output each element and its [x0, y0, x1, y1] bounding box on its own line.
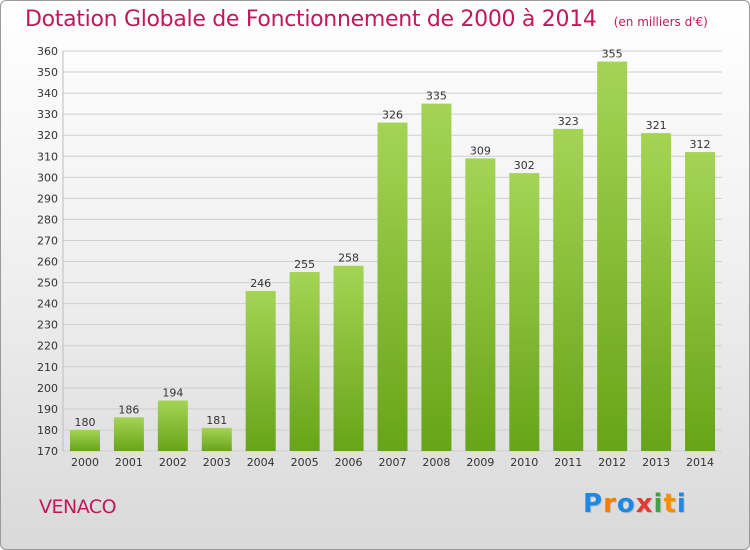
y-tick-label: 350 — [37, 66, 58, 79]
logo-letter: o — [616, 489, 636, 519]
y-tick-label: 210 — [37, 361, 58, 374]
value-label: 181 — [206, 414, 227, 427]
title-row: Dotation Globale de Fonctionnement de 20… — [25, 7, 708, 32]
value-label: 309 — [470, 144, 491, 157]
bar-2004 — [245, 291, 276, 451]
x-tick-label: 2011 — [554, 456, 582, 469]
logo-letter: i — [676, 489, 687, 519]
bar-2002 — [157, 400, 188, 451]
y-tick-label: 320 — [37, 129, 58, 142]
chart-title: Dotation Globale de Fonctionnement de 20… — [25, 7, 597, 32]
x-tick-label: 2009 — [466, 456, 494, 469]
bars — [69, 61, 716, 452]
chart-subtitle: (en milliers d'€) — [613, 15, 708, 29]
bar-2009 — [465, 158, 496, 452]
x-tick-label: 2006 — [335, 456, 363, 469]
y-tick-label: 180 — [37, 424, 58, 437]
value-label: 323 — [558, 115, 579, 128]
y-tick-label: 310 — [37, 150, 58, 163]
bar-2003 — [201, 427, 232, 451]
y-tick-label: 240 — [37, 298, 58, 311]
x-tick-label: 2002 — [159, 456, 187, 469]
bar-2010 — [509, 173, 540, 451]
value-labels: 180 186 194 181 246 255 258 326 335 309 302 323 355 3… — [74, 48, 710, 429]
proxiti-logo[interactable]: Proxiti — [583, 489, 687, 519]
value-label: 186 — [118, 403, 139, 416]
y-tick-label: 170 — [37, 445, 58, 458]
bar-2012 — [597, 61, 628, 452]
bar-2014 — [685, 152, 716, 452]
logo-letter: t — [663, 489, 677, 519]
x-tick-label: 2003 — [203, 456, 231, 469]
y-tick-label: 200 — [37, 382, 58, 395]
x-tick-label: 2004 — [247, 456, 275, 469]
value-label: 258 — [338, 252, 359, 265]
bar-2005 — [289, 272, 320, 451]
logo-letter: P — [583, 489, 604, 519]
x-tick-label: 2012 — [598, 456, 626, 469]
y-tick-label: 260 — [37, 256, 58, 269]
value-label: 246 — [250, 277, 271, 290]
value-label: 194 — [162, 386, 183, 399]
y-tick-label: 230 — [37, 319, 58, 332]
logo-letter: i — [653, 489, 664, 519]
x-tick-label: 2008 — [422, 456, 450, 469]
x-tick-label: 2005 — [291, 456, 319, 469]
value-label: 321 — [646, 119, 667, 132]
value-label: 355 — [602, 48, 623, 61]
y-tick-label: 280 — [37, 213, 58, 226]
value-label: 255 — [294, 258, 315, 271]
x-tick-label: 2007 — [379, 456, 407, 469]
x-axis-ticks: 2000 2001 2002 2003 2004 2005 2006 2007 2008 2009… — [71, 456, 714, 469]
bar-2008 — [421, 103, 452, 451]
y-tick-label: 250 — [37, 277, 58, 290]
logo-letter: x — [635, 489, 654, 519]
value-label: 302 — [514, 159, 535, 172]
y-tick-label: 220 — [37, 340, 58, 353]
commune-name: VENACO — [39, 496, 117, 518]
y-tick-label: 190 — [37, 403, 58, 416]
value-label: 312 — [690, 138, 711, 151]
logo-letter: r — [603, 489, 617, 519]
y-tick-label: 290 — [37, 192, 58, 205]
y-tick-label: 330 — [37, 108, 58, 121]
y-tick-label: 270 — [37, 234, 58, 247]
value-label: 326 — [382, 109, 403, 122]
y-axis-ticks: 170 180 190 200 210 220 230 240 250 260 270 280 290 3… — [37, 45, 58, 458]
y-tick-label: 340 — [37, 87, 58, 100]
y-tick-label: 300 — [37, 171, 58, 184]
value-label: 335 — [426, 90, 447, 103]
x-tick-label: 2014 — [686, 456, 714, 469]
y-tick-label: 360 — [37, 45, 58, 58]
value-label: 180 — [74, 416, 95, 429]
x-tick-label: 2010 — [510, 456, 538, 469]
bar-2013 — [641, 133, 672, 451]
bar-2006 — [333, 265, 364, 451]
bar-2007 — [377, 122, 408, 451]
x-tick-label: 2001 — [115, 456, 143, 469]
bar-2011 — [553, 128, 584, 451]
bar-2001 — [113, 417, 144, 451]
bar-2000 — [69, 429, 100, 451]
x-tick-label: 2000 — [71, 456, 99, 469]
x-tick-label: 2013 — [642, 456, 670, 469]
